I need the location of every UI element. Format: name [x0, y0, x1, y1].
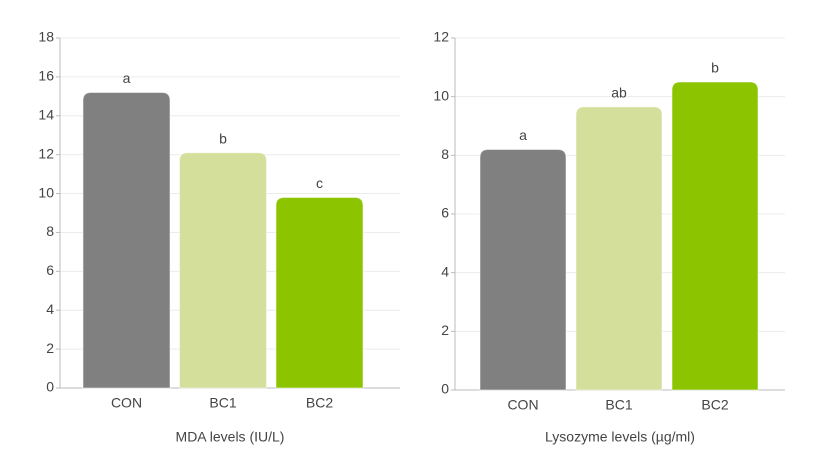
y-tick-label: 6 [46, 262, 54, 278]
y-tick-label: 2 [46, 340, 54, 356]
x-tick-label: BC1 [209, 395, 236, 411]
y-tick-label: 12 [433, 29, 449, 45]
bar [671, 81, 759, 391]
x-tick-label: CON [111, 395, 142, 411]
x-axis-label: Lysozyme levels (µg/ml) [545, 429, 695, 445]
bar [479, 148, 567, 391]
y-tick-label: 8 [46, 223, 54, 239]
significance-letter: b [711, 60, 719, 76]
y-tick-label: 0 [46, 379, 54, 395]
significance-letter: b [219, 130, 227, 146]
y-tick-label: 14 [38, 106, 54, 122]
bar [575, 106, 663, 391]
significance-letter: ab [611, 85, 627, 101]
y-tick-label: 10 [433, 87, 449, 103]
significance-letter: a [123, 70, 131, 86]
x-tick-label: CON [507, 397, 538, 413]
x-tick-label: BC1 [605, 397, 632, 413]
y-tick-label: 4 [441, 263, 449, 279]
y-tick-label: 12 [38, 145, 54, 161]
x-tick-label: BC2 [306, 395, 333, 411]
y-tick-label: 0 [441, 381, 449, 397]
y-tick-label: 4 [46, 301, 54, 317]
y-tick-label: 2 [441, 322, 449, 338]
y-tick-label: 8 [441, 146, 449, 162]
y-tick-label: 6 [441, 205, 449, 221]
bar [275, 196, 364, 389]
bar [82, 91, 171, 389]
x-tick-label: BC2 [701, 397, 728, 413]
x-axis-label: MDA levels (IU/L) [176, 429, 285, 445]
bar [179, 152, 267, 389]
significance-letter: a [519, 127, 527, 143]
significance-letter: c [316, 175, 323, 191]
y-tick-label: 16 [38, 68, 54, 84]
y-tick-label: 18 [38, 29, 54, 45]
y-tick-label: 10 [38, 184, 54, 200]
